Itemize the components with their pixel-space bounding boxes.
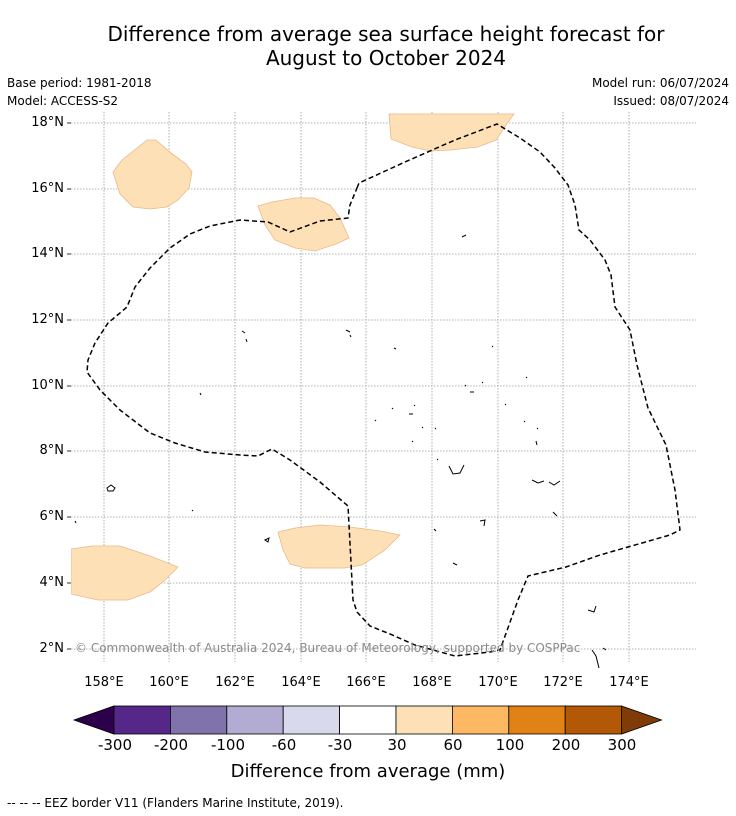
lon-label: 172°E [543, 675, 583, 690]
colorbar-tick-label: -200 [153, 736, 189, 754]
anomaly-patch-north-east [388, 113, 515, 152]
lon-label: 158°E [84, 675, 124, 690]
lat-label: 6°N [39, 509, 65, 524]
colorbar-bin [451, 705, 510, 735]
island-outline [74, 509, 437, 532]
anomaly-patch-north-center [257, 197, 350, 252]
base-period-text: Base period: 1981-2018 [7, 76, 152, 90]
eez-legend: -- -- -- EEZ border V11 (Flanders Marine… [7, 796, 344, 810]
chart-title: Difference from average sea surface heig… [0, 22, 736, 70]
title-line-2: August to October 2024 [265, 46, 507, 70]
island-outline [552, 511, 558, 517]
lon-label: 168°E [412, 675, 452, 690]
island-outline [602, 647, 607, 651]
lon-label: 170°E [478, 675, 518, 690]
issued-text: Issued: 08/07/2024 [613, 94, 729, 108]
colorbar-bin [113, 705, 171, 735]
island-outline [452, 562, 458, 566]
graticule [67, 112, 696, 662]
colorbar-bin [508, 705, 566, 735]
colorbar-extend-high [621, 705, 663, 735]
island-outline [264, 537, 270, 543]
eez-border [86, 123, 681, 657]
colorbar-tick-label: -300 [97, 736, 133, 754]
island-outline [504, 403, 539, 446]
island-outline [587, 605, 600, 669]
colorbar-tick-label: 60 [443, 736, 463, 754]
colorbar-bin [564, 705, 623, 735]
model-run-text: Model run: 06/07/2024 [591, 76, 729, 90]
colorbar-bin [282, 705, 341, 735]
colorbar-tick-label: 300 [607, 736, 637, 754]
meta-left: Base period: 1981-2018 Model: ACCESS-S2 [7, 74, 152, 110]
anomaly-patch-nw [112, 139, 193, 210]
island-outline [531, 479, 561, 486]
anomaly-patch-sw [71, 545, 179, 601]
lat-label: 2°N [39, 641, 65, 656]
island-outline [199, 345, 494, 396]
copyright-text: © Commonwealth of Australia 2024, Bureau… [75, 641, 581, 655]
lon-label: 166°E [346, 675, 386, 690]
colorbar-bin [395, 705, 453, 735]
colorbar-tick-label: 200 [551, 736, 581, 754]
lon-label: 162°E [215, 675, 255, 690]
colorbar-bin [339, 705, 397, 735]
title-line-1: Difference from average sea surface heig… [107, 22, 665, 46]
lat-label: 14°N [31, 246, 64, 261]
colorbar-tick-label: 30 [387, 736, 407, 754]
meta-right: Model run: 06/07/2024 Issued: 08/07/2024 [592, 74, 729, 110]
island-outline [241, 330, 248, 343]
island-outline [479, 519, 486, 527]
lat-label: 18°N [31, 115, 64, 130]
lat-label: 16°N [31, 181, 64, 196]
island-outline [106, 484, 116, 492]
anomaly-patch-south-center [277, 524, 401, 569]
lat-label: 10°N [31, 378, 64, 393]
anomaly-patches [71, 113, 515, 601]
island-outline [464, 376, 528, 393]
colorbar-bin [169, 705, 228, 735]
lat-label: 4°N [39, 575, 65, 590]
lon-label: 174°E [609, 675, 649, 690]
island-outline [461, 234, 467, 238]
island-outline [448, 464, 465, 475]
island-outline [409, 404, 437, 430]
model-text: Model: ACCESS-S2 [7, 94, 119, 108]
colorbar-tick-label: -30 [327, 736, 353, 754]
colorbar-tick-label: -60 [271, 736, 297, 754]
island-outline [345, 329, 352, 338]
lon-label: 164°E [281, 675, 321, 690]
colorbar-tick-label: 100 [495, 736, 525, 754]
colorbar [72, 705, 663, 735]
colorbar-bin [226, 705, 284, 735]
lon-label: 160°E [149, 675, 189, 690]
lat-label: 12°N [31, 312, 64, 327]
colorbar-tick-label: -100 [210, 736, 246, 754]
colorbar-title: Difference from average (mm) [230, 761, 506, 782]
islands [74, 234, 607, 669]
island-outline [374, 407, 439, 461]
colorbar-extend-low [72, 705, 115, 735]
lat-label: 8°N [39, 443, 65, 458]
